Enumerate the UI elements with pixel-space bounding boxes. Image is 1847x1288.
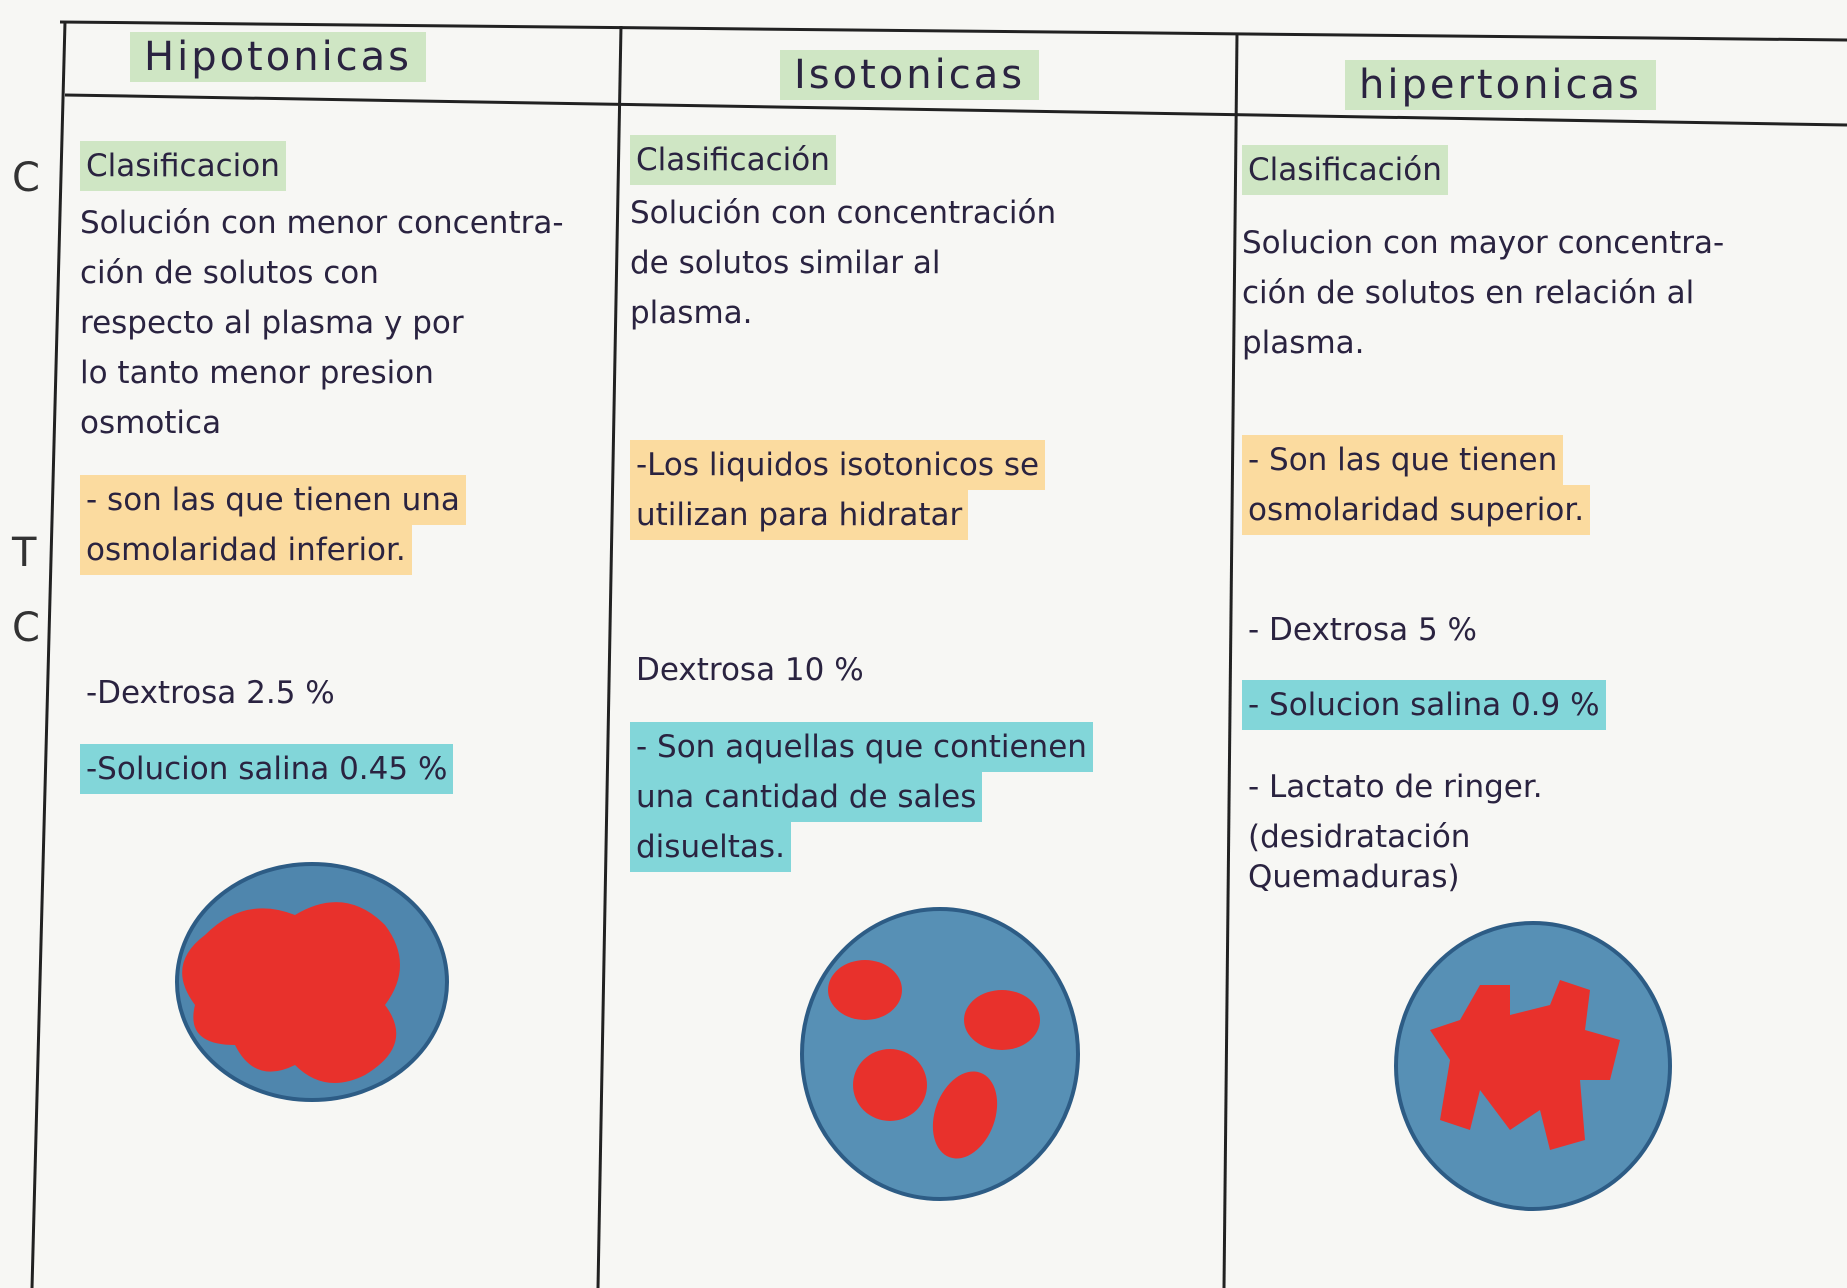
- hypertonic-cell: [1394, 921, 1672, 1211]
- margin-mark: T: [12, 530, 37, 576]
- definition-line: respecto al plasma y por: [80, 305, 464, 341]
- classification-label: Clasificación: [630, 135, 836, 185]
- classification-label: Clasificacion: [80, 141, 286, 191]
- column-header: hipertonicas: [1345, 60, 1656, 110]
- definition-line: plasma.: [1242, 325, 1365, 361]
- definition: Solucion con mayor concentra-ción de sol…: [1242, 218, 1724, 368]
- definition-line: Solucion con mayor concentra-: [1242, 225, 1725, 261]
- margin-mark: C: [12, 155, 40, 201]
- list-item: - Solucion salina 0.9 %: [1242, 680, 1606, 730]
- list-item: - Dextrosa 5 %: [1248, 612, 1478, 648]
- column-header: Isotonicas: [780, 50, 1040, 100]
- table-left: [30, 21, 67, 1288]
- definition-line: ción de solutos en relación al: [1242, 275, 1695, 311]
- list-item: disueltas.: [630, 822, 791, 872]
- definition-line: plasma.: [630, 295, 753, 331]
- definition-line: Solución con menor concentra-: [80, 205, 564, 241]
- list-item: - Lactato de ringer.: [1248, 769, 1543, 805]
- list-item: Dextrosa 10 %: [636, 652, 864, 688]
- col-divider: [1222, 33, 1239, 1288]
- header-rule: [64, 93, 1847, 127]
- note-line: osmolaridad inferior.: [80, 525, 412, 575]
- list-item: (desidratación: [1248, 819, 1471, 855]
- hypotonic-cell: [175, 862, 449, 1102]
- table-top: [59, 20, 1847, 42]
- definition-line: osmotica: [80, 405, 222, 441]
- column-header: Hipotonicas: [130, 32, 427, 82]
- definition: Solución con concentración de solutos sim…: [630, 188, 1056, 338]
- list-item: una cantidad de sales: [630, 772, 983, 822]
- definition-line: de solutos similar al: [630, 245, 941, 281]
- list-item: -Solucion salina 0.45 %: [80, 744, 454, 794]
- definition: Solución con menor concentra-ción de sol…: [80, 198, 564, 448]
- note-line: utilizan para hidratar: [630, 490, 969, 540]
- classification-label: Clasificación: [1242, 145, 1448, 195]
- definition-line: ción de solutos con: [80, 255, 379, 291]
- note-line: osmolaridad superior.: [1242, 485, 1591, 535]
- definition-line: lo tanto menor presion: [80, 355, 434, 391]
- note: - Son las que tienen osmolaridad superior…: [1242, 435, 1591, 535]
- list-item: - Son aquellas que contienen: [630, 722, 1093, 772]
- list-item: Quemaduras): [1248, 859, 1460, 895]
- note: -Los liquidos isotonicos se utilizan para…: [630, 440, 1046, 540]
- list-item: -Dextrosa 2.5 %: [86, 675, 335, 711]
- isotonic-cell: [800, 907, 1080, 1201]
- note-line: -Los liquidos isotonicos se: [630, 440, 1046, 490]
- definition-line: Solución con concentración: [630, 195, 1057, 231]
- margin-mark: C: [12, 605, 40, 651]
- note: - son las que tienen una osmolaridad infe…: [80, 475, 466, 575]
- note-line: - son las que tienen una: [80, 475, 466, 525]
- note-line: - Son las que tienen: [1242, 435, 1564, 485]
- col-divider: [596, 25, 623, 1288]
